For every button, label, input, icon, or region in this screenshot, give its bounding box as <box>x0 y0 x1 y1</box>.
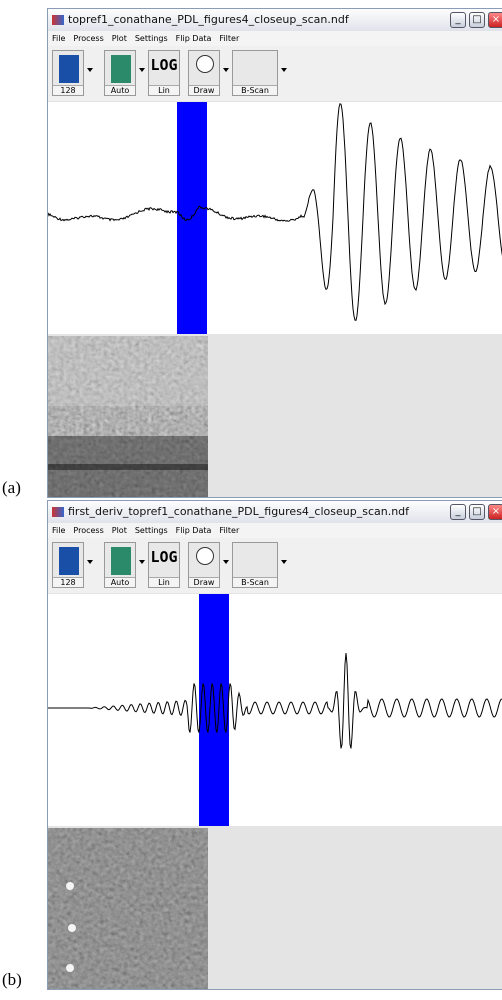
toolbar-button[interactable]: B-Scan <box>232 542 278 588</box>
toolbar-button[interactable]: B-Scan <box>232 50 278 96</box>
waveform-plot <box>48 102 502 334</box>
gate-marker <box>177 102 207 334</box>
dropdown-arrow[interactable] <box>281 68 287 72</box>
waveform <box>48 104 502 320</box>
toolbar: 128 Auto LOG Lin Draw B-Scan <box>48 538 502 593</box>
dropdown-arrow[interactable] <box>87 68 93 72</box>
menu-item[interactable]: Settings <box>135 34 168 43</box>
menu-item[interactable]: Settings <box>135 526 168 535</box>
dropdown-arrow[interactable] <box>223 560 229 564</box>
toolbar-button[interactable]: 128 <box>52 542 84 588</box>
window-title: first_deriv_topref1_conathane_PDL_figure… <box>68 501 409 523</box>
button-icon <box>196 55 214 73</box>
window-button[interactable]: × <box>488 504 502 520</box>
toolbar-button[interactable]: Draw <box>188 50 220 96</box>
toolbar-button[interactable]: LOG Lin <box>148 50 180 96</box>
app-icon <box>52 507 64 517</box>
button-caption: B-Scan <box>233 577 277 587</box>
button-icon <box>59 547 79 575</box>
image-spot <box>68 924 76 932</box>
toolbar-button[interactable]: Auto <box>104 542 136 588</box>
toolbar: 128 Auto LOG Lin Draw B-Scan <box>48 46 502 101</box>
menu-item[interactable]: Process <box>73 34 103 43</box>
button-caption: Auto <box>105 85 135 95</box>
button-caption: Auto <box>105 577 135 587</box>
gate-marker <box>199 594 229 826</box>
title-bar: first_deriv_topref1_conathane_PDL_figure… <box>48 501 502 523</box>
image-spot <box>66 882 74 890</box>
window-button[interactable]: □ <box>469 12 485 28</box>
panel-label: (a) <box>2 478 21 498</box>
button-icon <box>111 547 131 575</box>
button-caption: Lin <box>149 577 179 587</box>
button-caption: Draw <box>189 577 219 587</box>
menu-item[interactable]: Filter <box>219 34 239 43</box>
dropdown-arrow[interactable] <box>87 560 93 564</box>
window-button[interactable]: □ <box>469 504 485 520</box>
menu-item[interactable]: File <box>52 34 65 43</box>
image-light <box>48 336 208 406</box>
panel-label: (b) <box>2 970 22 990</box>
button-caption: Draw <box>189 85 219 95</box>
menu-bar: File Process Plot Settings Flip Data Filter <box>48 31 502 46</box>
dropdown-arrow[interactable] <box>281 560 287 564</box>
button-icon <box>111 55 131 83</box>
waveform-plot <box>48 594 502 826</box>
app-icon <box>52 15 64 25</box>
title-bar: topref1_conathane_PDL_figures4_closeup_s… <box>48 9 502 31</box>
app-window: topref1_conathane_PDL_figures4_closeup_s… <box>47 8 502 498</box>
log-text: LOG <box>149 56 179 74</box>
dropdown-arrow[interactable] <box>139 68 145 72</box>
button-icon <box>196 547 214 565</box>
figure: (a) topref1_conathane_PDL_figures4_closeu… <box>0 0 502 1000</box>
image-band <box>48 464 208 470</box>
menu-item[interactable]: Plot <box>112 34 127 43</box>
button-icon <box>59 55 79 83</box>
toolbar-button[interactable]: Draw <box>188 542 220 588</box>
button-caption: Lin <box>149 85 179 95</box>
toolbar-button[interactable]: 128 <box>52 50 84 96</box>
window-button[interactable]: _ <box>450 12 466 28</box>
button-caption: B-Scan <box>233 85 277 95</box>
window-title: topref1_conathane_PDL_figures4_closeup_s… <box>68 9 349 31</box>
window-button[interactable]: _ <box>450 504 466 520</box>
toolbar-button[interactable]: LOG Lin <box>148 542 180 588</box>
waveform <box>48 653 502 748</box>
button-caption: 128 <box>53 577 83 587</box>
cscan-image <box>48 336 208 498</box>
log-text: LOG <box>149 548 179 566</box>
menu-item[interactable]: Plot <box>112 526 127 535</box>
menu-bar: File Process Plot Settings Flip Data Filter <box>48 523 502 538</box>
menu-item[interactable]: Filter <box>219 526 239 535</box>
cscan-image <box>48 828 208 990</box>
menu-item[interactable]: Flip Data <box>176 34 212 43</box>
dropdown-arrow[interactable] <box>223 68 229 72</box>
menu-item[interactable]: File <box>52 526 65 535</box>
window-button[interactable]: × <box>488 12 502 28</box>
menu-item[interactable]: Process <box>73 526 103 535</box>
toolbar-button[interactable]: Auto <box>104 50 136 96</box>
image-spot <box>66 964 74 972</box>
button-caption: 128 <box>53 85 83 95</box>
app-window: first_deriv_topref1_conathane_PDL_figure… <box>47 500 502 990</box>
menu-item[interactable]: Flip Data <box>176 526 212 535</box>
dropdown-arrow[interactable] <box>139 560 145 564</box>
